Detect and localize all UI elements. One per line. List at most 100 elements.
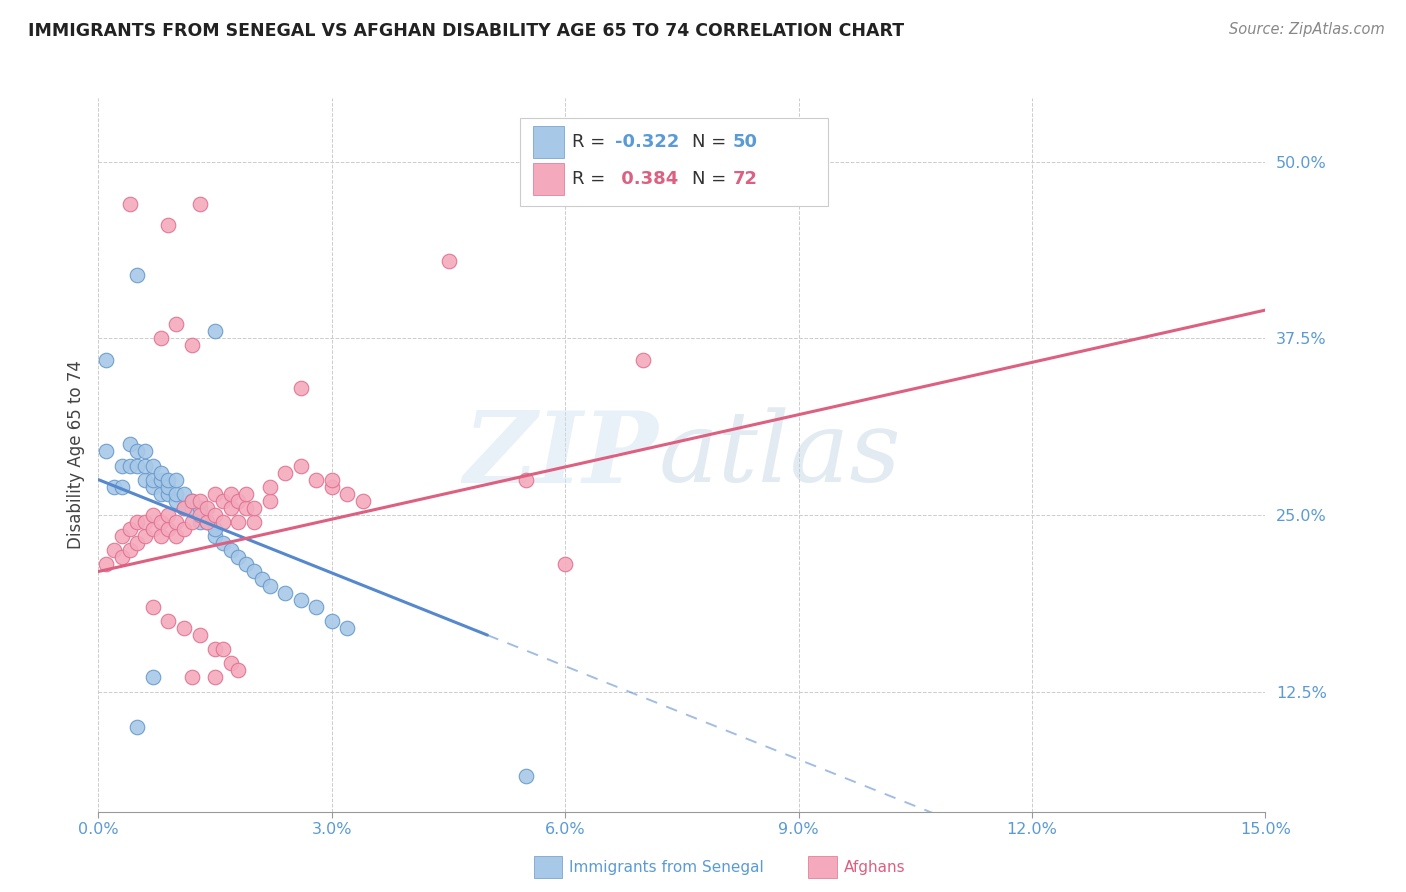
Point: [554, 558, 576, 572]
Point: [180, 671, 202, 685]
Point: [180, 338, 202, 352]
Point: [96, 444, 118, 458]
Point: [204, 671, 226, 685]
Point: [235, 487, 257, 501]
Point: [219, 487, 242, 501]
Point: [157, 487, 180, 501]
Text: atlas: atlas: [658, 408, 901, 502]
Point: [173, 522, 195, 536]
Point: [142, 473, 165, 487]
Point: [142, 508, 165, 522]
Point: [259, 493, 281, 508]
Point: [195, 500, 218, 515]
Point: [274, 585, 297, 599]
Text: 50: 50: [733, 133, 758, 151]
Point: [149, 473, 172, 487]
Point: [352, 493, 374, 508]
Text: 0.384: 0.384: [614, 170, 678, 188]
Point: [321, 473, 343, 487]
Point: [127, 720, 149, 734]
Point: [437, 253, 460, 268]
Point: [165, 529, 187, 543]
Point: [243, 565, 266, 579]
Text: -0.322: -0.322: [614, 133, 679, 151]
Point: [204, 529, 226, 543]
Point: [118, 437, 141, 451]
Point: [173, 487, 195, 501]
Point: [134, 473, 156, 487]
Point: [134, 444, 156, 458]
Point: [228, 493, 250, 508]
Point: [235, 500, 257, 515]
Point: [290, 381, 312, 395]
Text: IMMIGRANTS FROM SENEGAL VS AFGHAN DISABILITY AGE 65 TO 74 CORRELATION CHART: IMMIGRANTS FROM SENEGAL VS AFGHAN DISABI…: [28, 22, 904, 40]
Point: [631, 352, 654, 367]
Point: [142, 458, 165, 473]
Point: [127, 515, 149, 529]
Point: [142, 522, 165, 536]
Point: [173, 621, 195, 635]
Point: [243, 515, 266, 529]
Point: [195, 515, 218, 529]
Point: [180, 515, 202, 529]
Point: [180, 493, 202, 508]
Point: [118, 522, 141, 536]
Point: [188, 628, 211, 642]
Point: [134, 458, 156, 473]
Point: [212, 642, 235, 657]
Point: [219, 543, 242, 558]
Point: [204, 522, 226, 536]
Point: [103, 480, 125, 494]
Point: [188, 515, 211, 529]
Point: [515, 473, 537, 487]
Point: [515, 769, 537, 783]
Point: [127, 444, 149, 458]
Point: [142, 599, 165, 614]
Point: [219, 657, 242, 671]
Point: [235, 558, 257, 572]
Point: [305, 599, 328, 614]
Text: Afghans: Afghans: [844, 860, 905, 874]
Point: [321, 480, 343, 494]
Point: [118, 458, 141, 473]
Point: [188, 197, 211, 211]
Point: [212, 493, 235, 508]
Text: Immigrants from Senegal: Immigrants from Senegal: [569, 860, 765, 874]
Point: [336, 487, 359, 501]
Point: [142, 671, 165, 685]
Point: [111, 458, 134, 473]
Point: [305, 473, 328, 487]
Point: [188, 500, 211, 515]
Text: Source: ZipAtlas.com: Source: ZipAtlas.com: [1229, 22, 1385, 37]
Point: [165, 515, 187, 529]
Point: [111, 550, 134, 565]
Point: [118, 197, 141, 211]
Point: [228, 550, 250, 565]
Point: [127, 458, 149, 473]
Point: [142, 480, 165, 494]
Point: [204, 324, 226, 338]
Point: [243, 500, 266, 515]
Point: [259, 579, 281, 593]
Point: [157, 508, 180, 522]
Point: [212, 515, 235, 529]
Point: [173, 500, 195, 515]
Point: [157, 473, 180, 487]
Point: [173, 500, 195, 515]
Point: [127, 268, 149, 282]
Text: R =: R =: [572, 133, 612, 151]
Point: [157, 219, 180, 233]
Point: [96, 352, 118, 367]
Point: [250, 572, 273, 586]
Text: N =: N =: [692, 170, 733, 188]
Point: [274, 466, 297, 480]
Point: [165, 487, 187, 501]
Point: [103, 543, 125, 558]
Y-axis label: Disability Age 65 to 74: Disability Age 65 to 74: [66, 360, 84, 549]
Point: [204, 642, 226, 657]
Text: 72: 72: [733, 170, 758, 188]
Point: [165, 473, 187, 487]
Point: [259, 480, 281, 494]
Point: [188, 508, 211, 522]
Point: [321, 614, 343, 628]
